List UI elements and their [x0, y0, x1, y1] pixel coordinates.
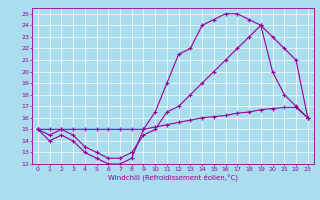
X-axis label: Windchill (Refroidissement éolien,°C): Windchill (Refroidissement éolien,°C) [108, 173, 238, 181]
